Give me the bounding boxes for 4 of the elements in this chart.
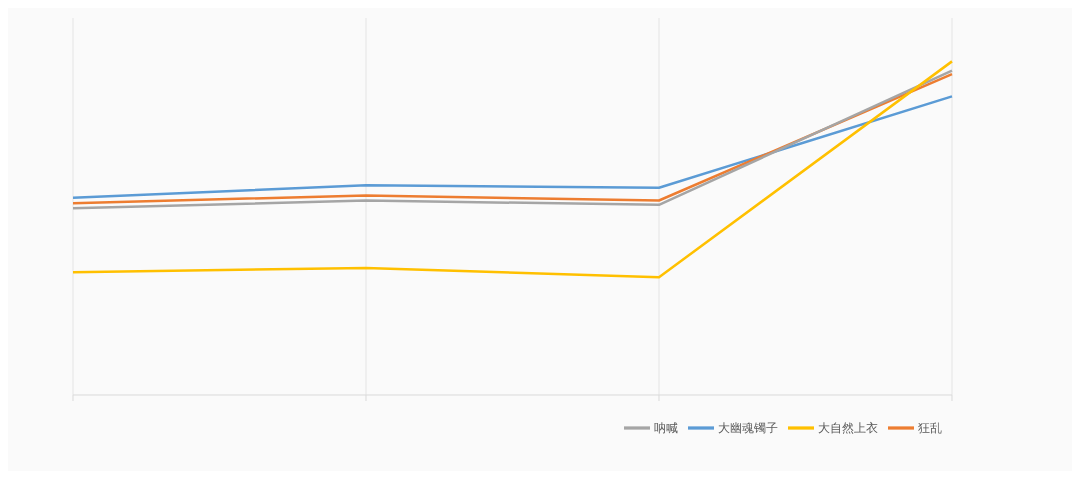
legend-label: 大自然上衣 [818, 420, 878, 435]
legend-label: 呐喊 [654, 420, 678, 435]
legend-label: 大幽魂镯子 [718, 420, 778, 435]
legend-label: 狂乱 [918, 420, 942, 435]
